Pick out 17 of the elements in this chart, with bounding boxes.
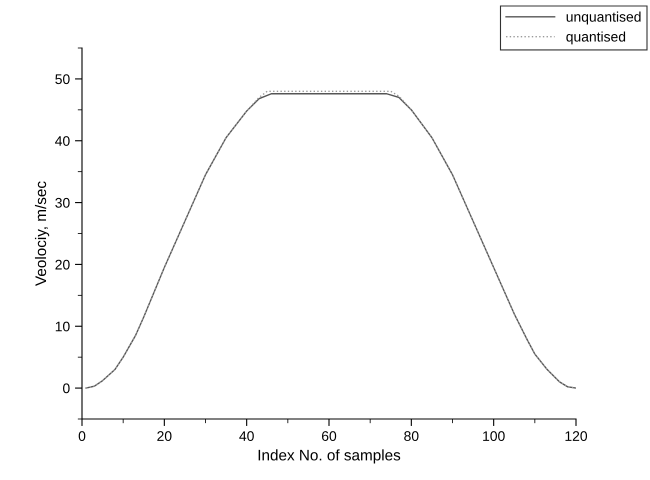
y-axis-title: Veolociy, m/sec	[34, 181, 50, 286]
y-tick-label: 50	[55, 74, 70, 84]
x-tick-label: 40	[239, 431, 254, 442]
y-tick-label: 10	[56, 322, 70, 332]
y-tick-label: 0	[63, 383, 70, 394]
y-tick-label: 20	[55, 260, 70, 270]
x-tick-label: 60	[322, 431, 336, 442]
legend-label: unquantised	[566, 12, 641, 25]
x-tick-label: 120	[565, 431, 588, 442]
x-axis-title: Index No. of samples	[258, 449, 400, 464]
y-tick-label: 40	[55, 136, 70, 146]
y-tick-label: 30	[55, 198, 70, 208]
x-tick-label: 0	[78, 431, 86, 442]
legend-label: quantised	[566, 31, 626, 44]
x-tick-label: 80	[404, 431, 419, 442]
x-tick-label: 100	[483, 431, 505, 442]
x-tick-label: 20	[157, 431, 172, 442]
